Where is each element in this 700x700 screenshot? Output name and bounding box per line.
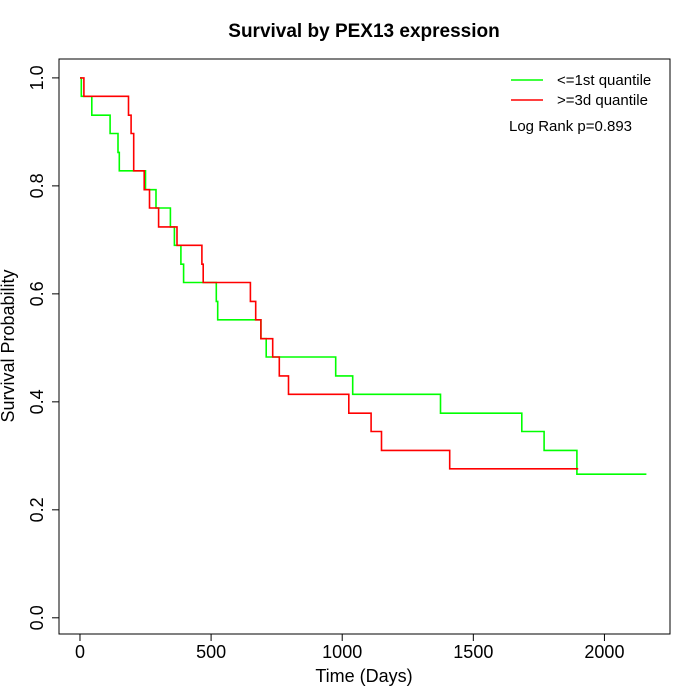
x-axis: 0 500 1000 1500 2000 xyxy=(75,633,624,662)
y-tick-label: 0.6 xyxy=(27,281,47,306)
series-line-2 xyxy=(80,77,579,470)
chart-title: Survival by PEX13 expression xyxy=(228,21,499,42)
legend: <=1st quantile >=3d quantile xyxy=(511,72,651,109)
series-layer xyxy=(80,77,647,475)
y-tick-label: 0.2 xyxy=(27,497,47,522)
x-tick-label: 1000 xyxy=(322,642,362,662)
series-line-1 xyxy=(80,77,647,475)
x-axis-label: Time (Days) xyxy=(315,666,412,686)
x-tick-label: 500 xyxy=(196,642,226,662)
x-tick-label: 0 xyxy=(75,642,85,662)
y-axis-label: Survival Probability xyxy=(0,269,18,422)
y-axis: 0.0 0.2 0.4 0.6 0.8 1.0 xyxy=(27,65,59,630)
y-tick-label: 0.0 xyxy=(27,605,47,630)
y-tick-label: 0.8 xyxy=(27,173,47,198)
y-tick-label: 0.4 xyxy=(27,389,47,414)
y-tick-label: 1.0 xyxy=(27,65,47,90)
legend-label-1: <=1st quantile xyxy=(557,72,651,89)
plot-frame xyxy=(58,58,671,635)
legend-label-2: >=3d quantile xyxy=(557,92,648,109)
log-rank-annotation: Log Rank p=0.893 xyxy=(509,118,632,135)
x-tick-label: 1500 xyxy=(453,642,493,662)
x-tick-label: 2000 xyxy=(584,642,624,662)
